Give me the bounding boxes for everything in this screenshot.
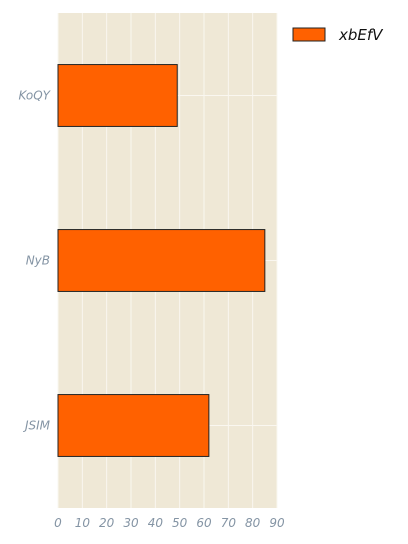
- x-tick-label: 20: [99, 516, 115, 530]
- bars: [57, 64, 266, 457]
- bar-jsim: [57, 394, 210, 457]
- x-tick-label: 60: [196, 516, 212, 530]
- x-tick-label: 80: [245, 516, 261, 530]
- x-tick-label: 70: [221, 516, 237, 530]
- y-axis-labels: KoQY NyB JSIM: [18, 89, 51, 433]
- x-tick-label: 0: [54, 516, 62, 530]
- legend-label: xbEfV: [338, 26, 384, 44]
- y-tick-label: JSIM: [23, 419, 51, 433]
- x-tick-label: 90: [269, 516, 285, 530]
- x-axis-labels: 0 10 20 30 40 50 60 70 80 90: [54, 516, 285, 530]
- x-tick-label: 30: [123, 516, 139, 530]
- bar-nyb: [57, 229, 266, 292]
- bar-koqy: [57, 64, 178, 127]
- x-tick-label: 50: [172, 516, 188, 530]
- y-tick-label: KoQY: [18, 89, 51, 103]
- legend-swatch: [292, 27, 326, 42]
- legend: xbEfV: [292, 26, 384, 44]
- x-tick-label: 40: [148, 516, 164, 530]
- y-tick-label: NyB: [26, 254, 50, 268]
- x-tick-label: 10: [75, 516, 91, 530]
